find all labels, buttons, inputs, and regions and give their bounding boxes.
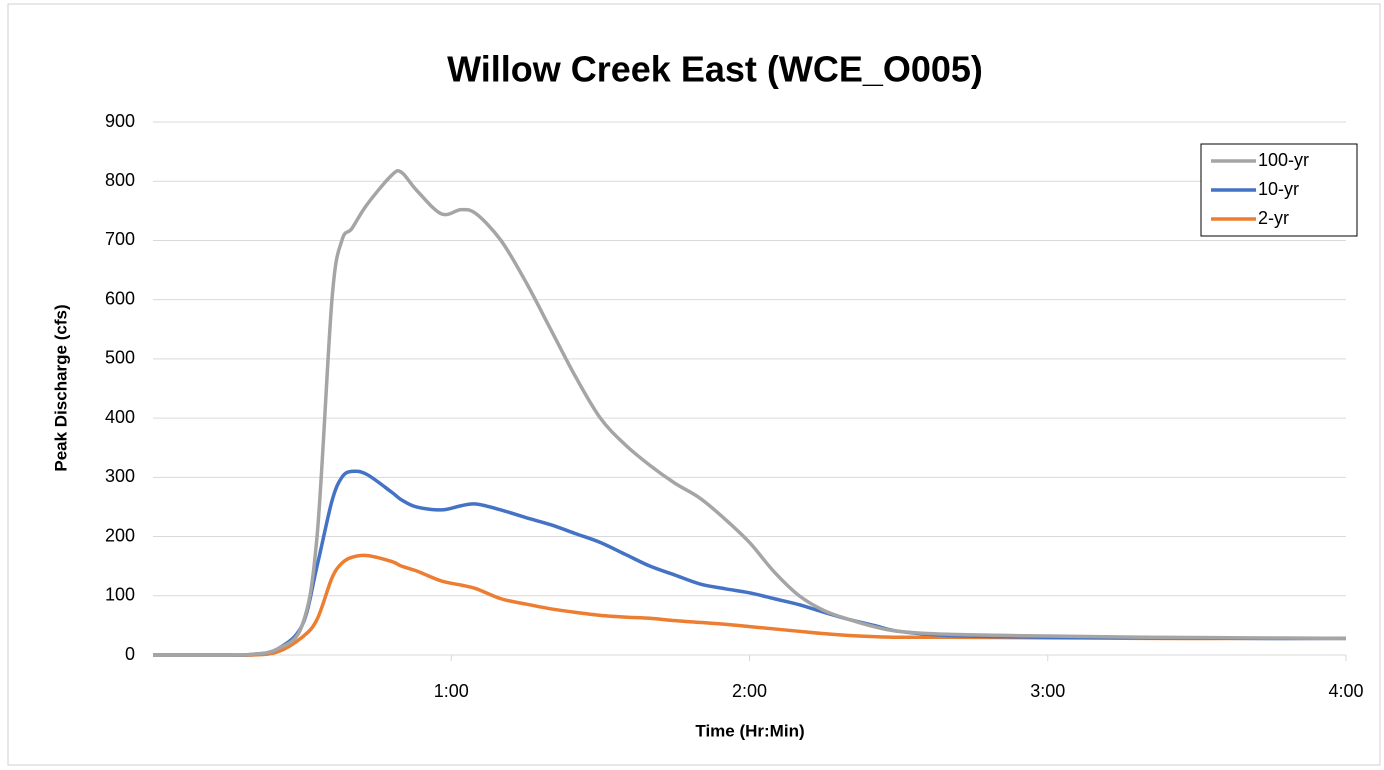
x-tick-label: 3:00 — [1030, 681, 1065, 701]
y-tick-label: 0 — [125, 644, 135, 664]
x-tick-label: 2:00 — [732, 681, 767, 701]
y-tick-label: 900 — [105, 111, 135, 131]
y-tick-label: 300 — [105, 466, 135, 486]
chart-border — [7, 3, 1381, 766]
x-tick-label: 1:00 — [434, 681, 469, 701]
x-tick-label: 4:00 — [1328, 681, 1363, 701]
y-tick-label: 600 — [105, 288, 135, 308]
y-tick-label: 800 — [105, 170, 135, 190]
series-line — [153, 553, 1346, 657]
y-axis-title: Peak Discharge (cfs) — [51, 304, 70, 471]
x-axis-title: Time (Hr:Min) — [695, 721, 804, 740]
y-tick-label: 400 — [105, 407, 135, 427]
series-line — [153, 169, 1347, 657]
y-tick-label: 100 — [105, 585, 135, 605]
legend-label: 10-yr — [1258, 179, 1299, 199]
y-tick-label: 200 — [105, 525, 135, 545]
legend-label: 2-yr — [1258, 208, 1289, 228]
chart-title: Willow Creek East (WCE_O005) — [447, 49, 983, 90]
y-tick-label: 500 — [105, 348, 135, 368]
y-tick-label: 700 — [105, 229, 135, 249]
legend-label: 100-yr — [1258, 150, 1309, 170]
